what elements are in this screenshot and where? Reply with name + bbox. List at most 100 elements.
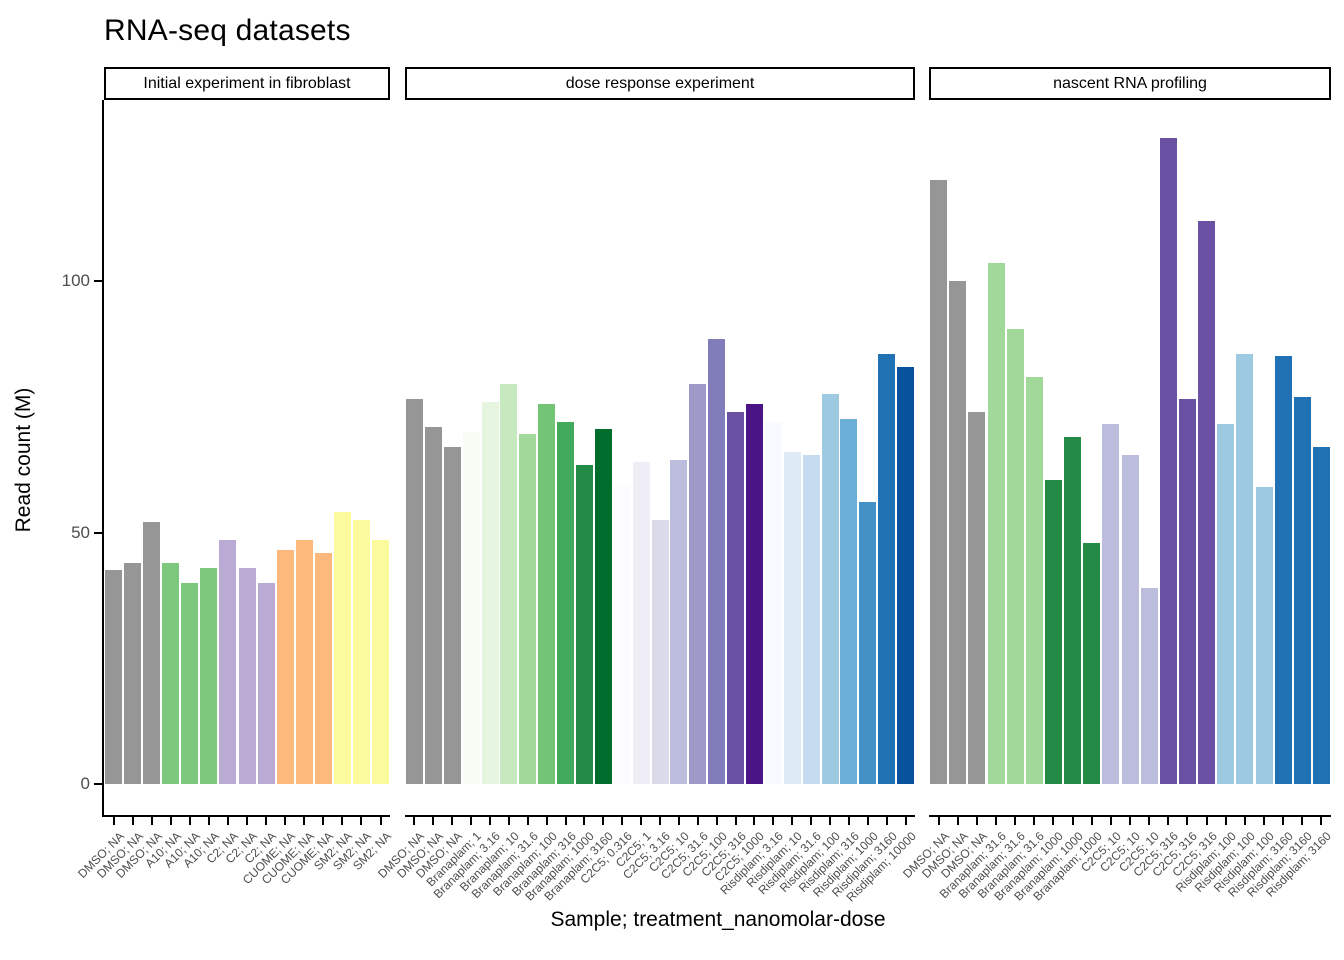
y-axis-tick-label: 50 (71, 522, 90, 542)
bar (575, 465, 593, 784)
x-axis-tick (995, 817, 997, 825)
x-axis-tick (131, 817, 134, 825)
bar (745, 404, 763, 784)
x-axis-tick (507, 817, 510, 825)
x-axis-tick (112, 817, 115, 825)
bar (462, 432, 480, 784)
bar (257, 583, 275, 784)
x-axis-tick (1320, 817, 1323, 825)
x-axis-tick (1224, 817, 1227, 825)
bar (897, 367, 915, 784)
bar (764, 422, 782, 784)
x-axis-tick (413, 817, 416, 825)
x-axis-tick (1052, 817, 1055, 825)
x-axis-tick (489, 817, 491, 825)
x-axis-tick (810, 817, 813, 825)
bar (708, 339, 726, 784)
x-axis-tick (451, 817, 454, 825)
x-axis-tick (1263, 817, 1265, 825)
bar (124, 563, 142, 784)
bar (333, 512, 351, 784)
x-axis-tick (526, 817, 529, 825)
bar (1064, 437, 1082, 784)
bar (481, 402, 499, 784)
x-axis-tick (379, 817, 382, 825)
x-axis-tick (188, 817, 191, 825)
bar (557, 422, 575, 784)
facet-strip-label: dose response experiment (565, 74, 755, 92)
bar (727, 412, 745, 784)
facet-strip: Initial experiment in fibroblast (104, 67, 390, 100)
bar (519, 434, 537, 784)
bar (651, 520, 669, 784)
x-axis-tick (1205, 817, 1208, 825)
bar (1274, 356, 1292, 784)
x-axis-tick (1033, 817, 1036, 825)
bar (538, 404, 556, 784)
bar (930, 180, 948, 784)
bar (1102, 424, 1120, 784)
x-axis-tick (847, 817, 850, 825)
y-axis-tick (94, 280, 102, 282)
bar (840, 419, 858, 784)
bar (314, 553, 332, 784)
x-axis-tick (1301, 817, 1304, 825)
bar (295, 540, 313, 784)
bar (1217, 424, 1235, 784)
chart-title: RNA-seq datasets (104, 14, 351, 47)
x-axis-line (929, 815, 1331, 817)
x-axis-tick (1186, 817, 1189, 825)
bar (594, 429, 612, 784)
x-axis-tick (284, 817, 287, 825)
y-axis-tick-label: 0 (80, 774, 90, 793)
x-axis-tick (734, 817, 737, 825)
y-axis-tick (94, 783, 102, 785)
bar (238, 568, 256, 784)
bar (405, 399, 423, 784)
bar (200, 568, 218, 784)
x-axis-title: Sample; treatment_nanomolar-dose (550, 908, 886, 931)
bar (670, 460, 688, 784)
x-axis-tick (696, 817, 699, 825)
x-axis-tick (866, 817, 869, 825)
x-axis-tick (904, 817, 907, 825)
x-axis-tick (1243, 817, 1246, 825)
x-axis-tick (226, 817, 229, 825)
x-axis-tick (1148, 817, 1151, 825)
y-axis-tick-label: 100 (61, 271, 90, 290)
x-axis-tick (715, 817, 718, 825)
x-axis-tick (602, 817, 605, 825)
facet-strip: nascent RNA profiling (929, 67, 1331, 100)
bar (613, 485, 631, 784)
bar (1044, 480, 1062, 784)
x-axis-tick (564, 817, 567, 825)
bar (1006, 329, 1024, 784)
bar (632, 462, 650, 784)
x-axis-line (104, 815, 390, 817)
x-axis-tick (169, 817, 172, 825)
bar (1255, 487, 1273, 784)
x-axis-tick (303, 817, 306, 825)
x-axis-tick (150, 817, 153, 825)
x-axis-tick (246, 817, 248, 825)
x-axis-tick (583, 817, 586, 825)
bar (352, 520, 370, 784)
x-axis-tick (753, 817, 756, 825)
bar (219, 540, 237, 784)
x-axis-tick (207, 817, 210, 825)
x-axis-tick (322, 817, 325, 825)
x-axis-tick (659, 817, 661, 825)
bar (1198, 221, 1216, 784)
bar (143, 522, 161, 784)
x-axis-tick (956, 817, 959, 825)
x-axis-tick (885, 817, 888, 825)
x-axis-tick (772, 817, 775, 825)
bar (372, 540, 389, 784)
x-axis-tick (1282, 817, 1285, 825)
facet-strip-label: nascent RNA profiling (1053, 74, 1207, 92)
x-axis-tick (791, 817, 794, 825)
bar (802, 455, 820, 784)
bar (987, 263, 1005, 784)
bar (783, 452, 801, 784)
